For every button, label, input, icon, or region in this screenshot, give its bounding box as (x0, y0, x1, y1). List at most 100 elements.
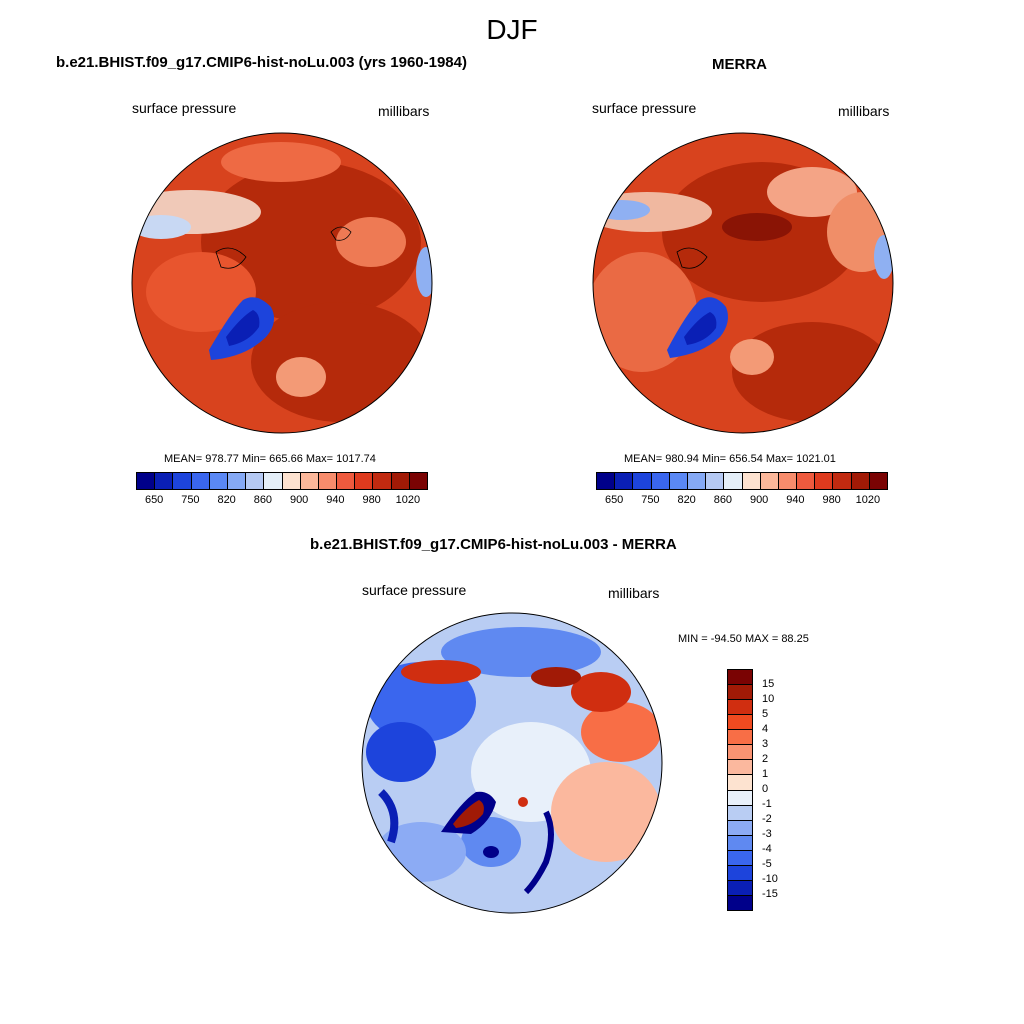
colorbar-tick-label: 820 (217, 494, 236, 506)
colorbar-swatch (728, 805, 752, 821)
diff-units: millibars (608, 585, 660, 601)
colorbar-swatch (706, 473, 725, 489)
colorbar-swatch (282, 473, 301, 489)
panel-2-variable: surface pressure (592, 100, 697, 116)
colorbar-swatch (409, 473, 427, 489)
colorbar-swatch (833, 473, 852, 489)
colorbar-swatch (687, 473, 707, 489)
colorbar-swatch (651, 473, 670, 489)
panel-2-units: millibars (838, 103, 890, 119)
colorbar-swatch (851, 473, 870, 489)
colorbar-swatch (728, 790, 752, 806)
colorbar-swatch (728, 820, 752, 836)
colorbar-swatch (373, 473, 392, 489)
colorbar-tick-label: 15 (762, 678, 775, 690)
colorbar-swatch (724, 473, 743, 489)
colorbar-tick-label: -5 (762, 858, 772, 870)
colorbar-swatch (337, 473, 356, 489)
colorbar-tick-label: 750 (181, 494, 200, 506)
colorbar-swatch (227, 473, 247, 489)
colorbar-swatch (742, 473, 761, 489)
colorbar-tick-label: 860 (253, 494, 273, 506)
colorbar-swatch (778, 473, 798, 489)
panel-2-stats: MEAN= 980.94 Min= 656.54 Max= 1021.01 (624, 453, 836, 465)
colorbar-swatch (264, 473, 283, 489)
colorbar-tick-label: 820 (677, 494, 696, 506)
panel-2-heading: MERRA (712, 56, 767, 73)
diff-map (361, 612, 663, 914)
colorbar-swatch (728, 880, 752, 896)
panel-2-map (592, 132, 894, 434)
colorbar-swatch (191, 473, 210, 489)
colorbar-swatch (728, 745, 752, 761)
panel-1-map (131, 132, 433, 434)
figure-title: DJF (486, 14, 538, 45)
colorbar-swatch (318, 473, 338, 489)
colorbar-swatch (728, 685, 752, 701)
colorbar-tick-label: 900 (749, 494, 769, 506)
colorbar-tick-label: -1 (762, 798, 772, 810)
panel-1-heading: b.e21.BHIST.f09_g17.CMIP6-hist-noLu.003 … (56, 54, 467, 71)
panel-1-units: millibars (378, 103, 430, 119)
colorbar-tick-label: -3 (762, 828, 772, 840)
colorbar-tick-label: -2 (762, 813, 772, 825)
colorbar-swatch (597, 473, 616, 489)
colorbar-swatch (173, 473, 192, 489)
colorbar-swatch (669, 473, 688, 489)
colorbar-swatch (728, 865, 752, 881)
colorbar-tick-label: 0 (762, 783, 769, 795)
colorbar-swatch (728, 670, 752, 686)
colorbar-tick-label: 4 (762, 723, 769, 735)
colorbar-tick-label: -10 (762, 873, 778, 885)
colorbar-tick-label: -15 (762, 888, 778, 900)
colorbar-tick-label: 10 (762, 693, 775, 705)
colorbar-swatch (633, 473, 652, 489)
colorbar-swatch (728, 700, 752, 716)
diff-variable: surface pressure (362, 582, 467, 598)
colorbar-tick-label: 860 (713, 494, 733, 506)
colorbar-swatch (246, 473, 265, 489)
colorbar-swatch (728, 715, 752, 731)
colorbar-swatch (137, 473, 156, 489)
diff-colorbar (727, 669, 753, 911)
colorbar-swatch (615, 473, 634, 489)
colorbar-tick-label: 650 (604, 494, 624, 506)
colorbar-swatch (155, 473, 174, 489)
colorbar-tick-label: 940 (786, 494, 805, 506)
colorbar-tick-label: 1020 (395, 494, 421, 506)
colorbar-tick-label: 980 (362, 494, 381, 506)
colorbar-tick-label: 650 (144, 494, 164, 506)
panel-1-colorbar-ticks: 650 750 820 860 900 940 980 1020 (136, 494, 426, 508)
colorbar-swatch (391, 473, 410, 489)
colorbar-swatch (300, 473, 319, 489)
panel-1-variable: surface pressure (132, 100, 237, 116)
colorbar-swatch (797, 473, 816, 489)
colorbar-swatch (869, 473, 887, 489)
colorbar-tick-label: 940 (326, 494, 345, 506)
colorbar-swatch (728, 760, 752, 776)
colorbar-tick-label: 3 (762, 738, 769, 750)
colorbar-swatch (209, 473, 228, 489)
panel-2-colorbar (596, 472, 888, 490)
colorbar-swatch (728, 835, 752, 851)
colorbar-tick-label: -4 (762, 843, 772, 855)
colorbar-swatch (728, 730, 752, 746)
colorbar-swatch (760, 473, 779, 489)
colorbar-swatch (728, 775, 752, 791)
diff-heading: b.e21.BHIST.f09_g17.CMIP6-hist-noLu.003 … (310, 536, 677, 553)
colorbar-swatch (355, 473, 374, 489)
colorbar-swatch (728, 895, 752, 910)
colorbar-tick-label: 980 (822, 494, 841, 506)
diff-stats: MIN = -94.50 MAX = 88.25 (678, 633, 809, 645)
colorbar-tick-label: 750 (641, 494, 660, 506)
panel-1-colorbar (136, 472, 428, 490)
colorbar-tick-label: 1020 (855, 494, 881, 506)
panel-2-colorbar-ticks: 650 750 820 860 900 940 980 1020 (596, 494, 886, 508)
colorbar-tick-label: 5 (762, 708, 769, 720)
colorbar-swatch (728, 850, 752, 866)
colorbar-tick-label: 1 (762, 768, 769, 780)
colorbar-tick-label: 900 (289, 494, 309, 506)
diff-colorbar-ticks: 15 10 5 4 3 2 1 0 -1 -2 -3 -4 -5 -10 -15 (762, 669, 802, 909)
panel-1-stats: MEAN= 978.77 Min= 665.66 Max= 1017.74 (164, 453, 376, 465)
colorbar-swatch (815, 473, 834, 489)
